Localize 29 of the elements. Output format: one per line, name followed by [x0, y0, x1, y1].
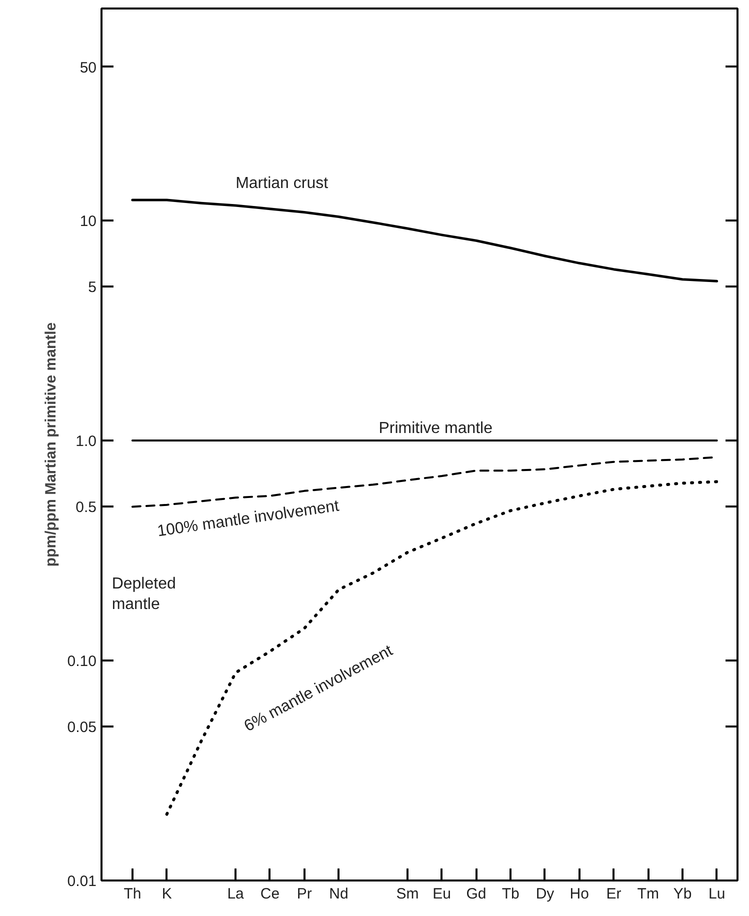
- series-label: Martian crust: [236, 175, 329, 192]
- x-tick-label: Eu: [432, 886, 452, 902]
- x-tick-label: Tm: [637, 886, 659, 902]
- annotation: Depleted mantle: [112, 576, 176, 613]
- y-axis-title: ppm/ppm Martian primitive mantle: [42, 322, 60, 567]
- y-tick-label: 5: [88, 279, 96, 296]
- text: 100% mantle involvement: [156, 498, 341, 540]
- x-tick-label: Ce: [260, 886, 280, 902]
- x-tick-label: Gd: [466, 886, 486, 902]
- x-tick-label: Dy: [536, 886, 555, 902]
- y-tick-label: 0.05: [67, 719, 97, 736]
- y-tick-label: 10: [80, 213, 97, 230]
- x-tick-label: K: [162, 886, 172, 902]
- x-tick-label: Tb: [502, 886, 520, 902]
- x-tick-label: Nd: [329, 886, 348, 902]
- y-tick-label: 0.10: [67, 653, 97, 670]
- y-tick-label: 50: [80, 59, 97, 76]
- y-tick-label: 1.0: [76, 433, 97, 450]
- x-tick-label: Yb: [673, 886, 692, 902]
- y-tick-label: 0.01: [67, 873, 97, 890]
- series-label: Primitive mantle: [378, 420, 493, 438]
- x-tick-label: Pr: [296, 886, 312, 902]
- x-tick-label: La: [227, 886, 245, 902]
- x-tick-label: Ho: [570, 886, 589, 902]
- y-tick-label: 0.5: [76, 499, 97, 516]
- x-tick-label: Lu: [708, 886, 726, 902]
- x-tick-label: Er: [606, 886, 622, 902]
- x-tick-label: Sm: [396, 886, 419, 902]
- x-tick-label: Th: [124, 886, 142, 902]
